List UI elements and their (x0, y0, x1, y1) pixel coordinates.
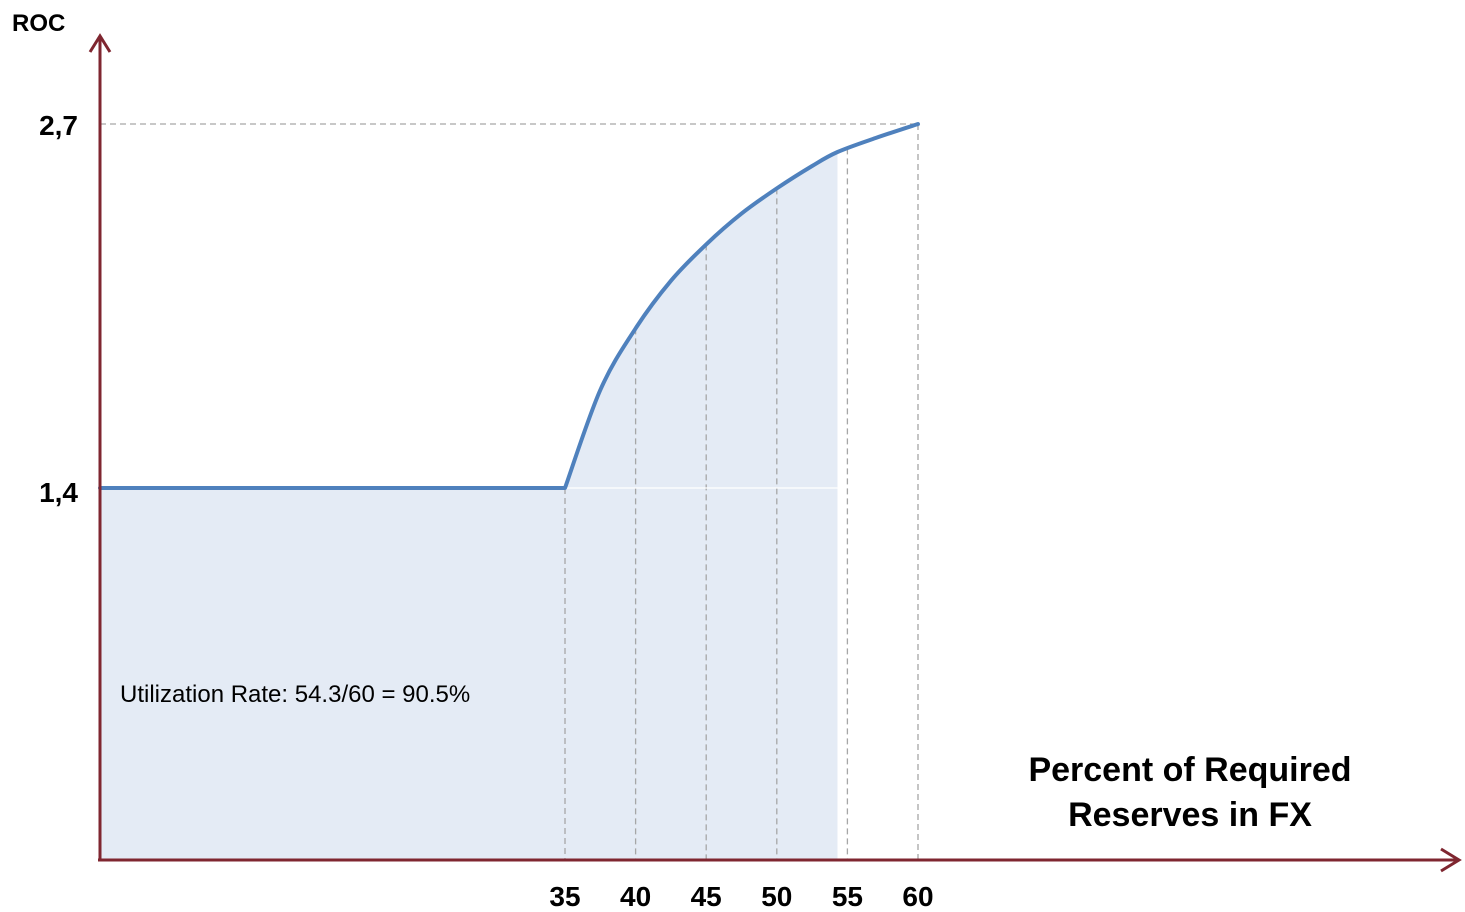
x-tick-label-55: 55 (832, 881, 863, 912)
x-tick-label-45: 45 (691, 881, 722, 912)
series-line (98, 122, 920, 490)
x-axis-title-line-1: Percent of Required (1028, 751, 1351, 789)
x-axis-title-line-2: Reserves in FX (1068, 796, 1312, 834)
axes (88, 33, 1462, 873)
utilization-rate-annotation: Utilization Rate: 54.3/60 = 90.5% (120, 681, 470, 708)
x-axis-arrow (1440, 847, 1462, 873)
x-tick-labels: 35 40 45 50 55 60 (549, 881, 933, 912)
x-tick-label-35: 35 (549, 881, 580, 912)
y-tick-label-low: 1,4 (39, 477, 78, 508)
y-tick-label-high: 2,7 (39, 110, 78, 141)
x-tick-label-60: 60 (902, 881, 933, 912)
y-axis-title: ROC (12, 10, 65, 37)
x-tick-label-40: 40 (620, 881, 651, 912)
utilization-area (100, 152, 838, 860)
y-axis-arrow (88, 33, 112, 53)
x-tick-label-50: 50 (761, 881, 792, 912)
area-fill-layer (100, 152, 838, 860)
series-line-layer (98, 122, 920, 490)
guide-lines (100, 123, 919, 860)
